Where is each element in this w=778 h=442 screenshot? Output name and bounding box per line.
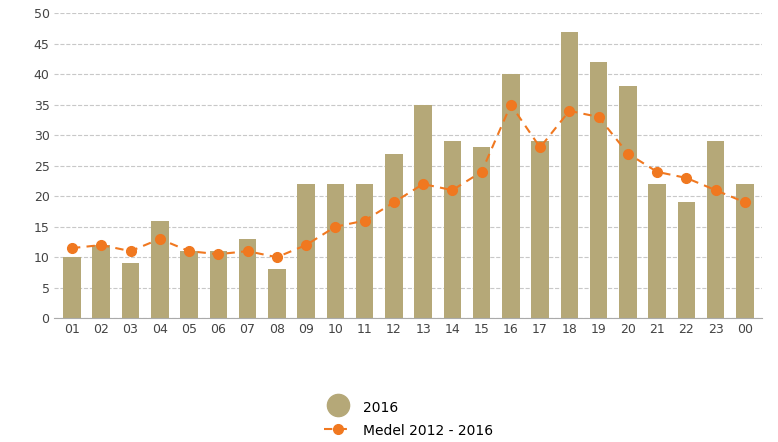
Bar: [561, 31, 578, 318]
Bar: [473, 148, 490, 318]
Bar: [678, 202, 696, 318]
Bar: [531, 141, 548, 318]
Bar: [180, 251, 198, 318]
Legend: 2016, Medel 2012 - 2016: 2016, Medel 2012 - 2016: [324, 399, 493, 439]
Bar: [63, 257, 81, 318]
Bar: [297, 184, 315, 318]
Bar: [121, 263, 139, 318]
Bar: [327, 184, 344, 318]
Bar: [648, 184, 666, 318]
Bar: [356, 184, 373, 318]
Bar: [736, 184, 754, 318]
Bar: [151, 221, 169, 318]
Bar: [590, 62, 608, 318]
Bar: [443, 141, 461, 318]
Bar: [239, 239, 256, 318]
Bar: [268, 270, 286, 318]
Bar: [502, 74, 520, 318]
Bar: [619, 87, 636, 318]
Bar: [209, 251, 227, 318]
Bar: [707, 141, 724, 318]
Bar: [385, 153, 402, 318]
Bar: [415, 105, 432, 318]
Bar: [93, 245, 110, 318]
